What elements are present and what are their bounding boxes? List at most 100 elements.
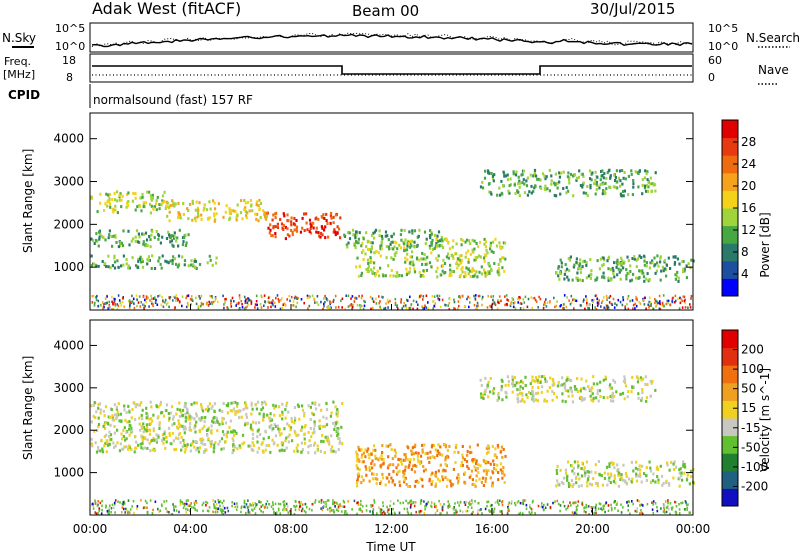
ground-scatter-cell: [486, 306, 489, 309]
ground-scatter-cell: [422, 295, 425, 298]
echo-cell: [452, 257, 455, 260]
colorbar-segment: [722, 453, 738, 472]
ground-scatter-cell: [266, 500, 269, 503]
ground-scatter-cell: [279, 512, 281, 515]
colorbar-tick-label: -50: [741, 440, 761, 454]
echo-cell: [614, 179, 617, 182]
echo-cell: [270, 423, 273, 427]
echo-cell: [483, 268, 486, 272]
echo-cell: [190, 263, 193, 267]
echo-cell: [109, 415, 112, 419]
ground-scatter-cell: [481, 512, 483, 515]
ground-scatter-cell: [231, 501, 233, 504]
echo-cell: [623, 171, 626, 174]
echo-cell: [480, 272, 483, 276]
echo-cell: [518, 194, 521, 198]
echo-cell: [164, 259, 167, 263]
ground-scatter-cell: [100, 304, 103, 308]
ground-scatter-cell: [329, 506, 332, 510]
colorbar-tick-label: 200: [741, 343, 764, 357]
ground-scatter-cell: [270, 301, 272, 304]
ground-scatter-cell: [511, 500, 513, 503]
ground-scatter-cell: [216, 510, 219, 514]
echo-cell: [364, 455, 367, 459]
echo-cell: [360, 448, 363, 452]
echo-cell: [356, 459, 359, 463]
ground-scatter-cell: [185, 305, 188, 309]
ground-scatter-cell: [573, 307, 575, 310]
ground-scatter-cell: [122, 503, 124, 506]
echo-cell: [307, 451, 310, 455]
echo-cell: [482, 469, 485, 473]
ground-scatter-cell: [604, 510, 606, 514]
echo-cell: [576, 278, 579, 282]
ground-scatter-cell: [427, 307, 430, 310]
ground-scatter-cell: [425, 505, 427, 508]
echo-cell: [484, 477, 488, 480]
echo-cell: [501, 476, 504, 480]
echo-cell: [567, 189, 570, 193]
echo-cell: [586, 470, 589, 473]
echo-cell: [137, 443, 140, 447]
echo-cell: [365, 231, 368, 235]
ground-scatter-cell: [525, 503, 528, 507]
ground-scatter-cell: [647, 303, 649, 306]
ground-scatter-cell: [684, 508, 686, 511]
echo-cell: [502, 466, 505, 469]
echo-cell: [183, 263, 186, 267]
echo-cell: [278, 405, 281, 409]
echo-cell: [485, 248, 488, 252]
echo-cell: [657, 264, 660, 268]
nsearch-label: N.Search: [746, 31, 800, 45]
echo-cell: [640, 480, 643, 484]
ground-scatter-cell: [663, 506, 665, 509]
echo-cell: [390, 269, 393, 272]
ground-scatter-cell: [226, 506, 229, 510]
echo-cell: [118, 419, 121, 423]
echo-cell: [127, 266, 130, 270]
echo-cell: [522, 178, 525, 182]
echo-cell: [532, 174, 535, 178]
echo-cell: [120, 241, 123, 245]
echo-cell: [95, 264, 98, 268]
echo-cell: [569, 172, 573, 176]
echo-cell: [543, 187, 546, 191]
colorbar-segment: [722, 330, 738, 349]
echo-cell: [622, 266, 625, 270]
echo-cell: [461, 456, 465, 460]
ground-scatter-cell: [155, 298, 157, 302]
echo-cell: [480, 392, 483, 396]
ground-scatter-cell: [409, 306, 412, 310]
echo-cell: [515, 170, 518, 174]
echo-cell: [97, 264, 100, 268]
echo-cell: [464, 481, 467, 485]
ground-scatter-cell: [472, 510, 474, 514]
echo-cell: [600, 170, 603, 173]
ground-scatter-cell: [165, 499, 168, 503]
echo-cell: [155, 199, 158, 203]
echo-cell: [186, 207, 189, 211]
ground-scatter-cell: [157, 507, 159, 511]
ground-scatter-cell: [674, 301, 676, 304]
echo-cell: [259, 432, 262, 436]
cpid-text: normalsound (fast) 157 RF: [93, 93, 253, 107]
ground-scatter-cell: [103, 305, 105, 309]
ground-scatter-cell: [344, 511, 346, 515]
echo-cell: [226, 430, 229, 434]
ground-scatter-cell: [423, 512, 426, 515]
echo-cell: [449, 479, 452, 483]
ground-scatter-cell: [686, 506, 688, 509]
echo-cell: [500, 191, 503, 195]
echo-cell: [640, 398, 643, 402]
echo-cell: [632, 185, 635, 189]
echo-cell: [630, 172, 633, 176]
echo-cell: [415, 464, 418, 468]
ground-scatter-cell: [611, 508, 613, 512]
ground-scatter-cell: [165, 507, 167, 510]
ground-scatter-cell: [605, 294, 608, 298]
echo-cell: [425, 268, 429, 272]
echo-cell: [336, 414, 339, 418]
echo-cell: [360, 475, 363, 479]
echo-cell: [685, 276, 688, 280]
